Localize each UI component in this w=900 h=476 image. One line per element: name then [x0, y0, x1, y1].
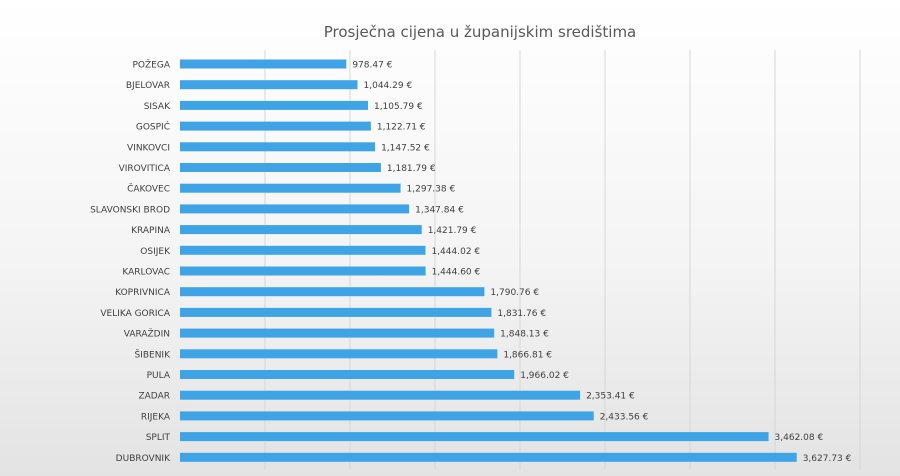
- bar: [180, 287, 485, 297]
- data-label: 1,297.38 €: [407, 185, 456, 195]
- chart-title: Prosječna cijena u županijskim središtim…: [324, 23, 637, 41]
- data-label: 1,444.60 €: [432, 268, 481, 278]
- category-label: ZADAR: [138, 392, 170, 402]
- data-label: 1,181.79 €: [387, 164, 436, 174]
- bar: [180, 80, 358, 90]
- category-label: VINKOVCI: [127, 143, 170, 153]
- bar: [180, 100, 368, 110]
- bar: [180, 328, 495, 338]
- data-label: 3,627.73 €: [803, 454, 852, 464]
- labels: POŽEGA 978.47 € BJELOVAR 1,044.29 € SISAK 1,1…: [90, 59, 852, 464]
- data-label: 1,147.52 €: [381, 143, 430, 153]
- bar: [180, 183, 401, 193]
- category-label: SLAVONSKI BROD: [90, 205, 170, 215]
- data-label: 1,866.81 €: [503, 350, 552, 360]
- bar: [180, 432, 769, 442]
- data-label: 978.47 €: [352, 61, 392, 71]
- bar: [180, 225, 422, 235]
- category-label: VARAŽDIN: [124, 328, 170, 340]
- bar: [180, 204, 410, 214]
- bar: [180, 245, 426, 255]
- category-label: KOPRIVNICA: [115, 288, 171, 298]
- category-label: KARLOVAC: [122, 268, 170, 278]
- gridlines: [264, 50, 861, 470]
- category-label: VELIKA GORICA: [100, 309, 171, 319]
- category-label: POŽEGA: [133, 59, 171, 71]
- bar: [180, 142, 376, 152]
- data-label: 1,105.79 €: [374, 102, 423, 112]
- bar: [180, 390, 581, 400]
- bar: [180, 59, 347, 69]
- bar: [180, 452, 797, 462]
- data-label: 1,044.29 €: [364, 81, 413, 91]
- data-label: 2,353.41 €: [586, 392, 635, 402]
- category-label: VIROVITICA: [119, 164, 171, 174]
- category-label: SPLIT: [146, 433, 171, 443]
- category-label: OSIJEK: [140, 247, 171, 257]
- data-label: 1,966.02 €: [520, 371, 569, 381]
- data-label: 1,122.71 €: [377, 123, 426, 133]
- bars: [180, 59, 797, 462]
- data-label: 1,831.76 €: [497, 309, 546, 319]
- category-label: ŠIBENIK: [134, 348, 171, 360]
- data-label: 1,848.13 €: [500, 330, 549, 340]
- data-label: 2,433.56 €: [600, 412, 649, 422]
- category-label: SISAK: [144, 102, 171, 112]
- bar: [180, 411, 594, 421]
- category-label: PULA: [147, 371, 171, 381]
- data-label: 1,444.02 €: [431, 247, 480, 257]
- category-label: DUBROVNIK: [116, 454, 171, 464]
- category-label: KRAPINA: [131, 226, 171, 236]
- bar: [180, 266, 426, 276]
- bar: [180, 163, 381, 172]
- category-label: RIJEKA: [141, 412, 171, 422]
- bar: [180, 121, 371, 131]
- category-label: GOSPIĆ: [136, 121, 170, 133]
- category-label: ČAKOVEC: [127, 183, 170, 195]
- data-label: 1,790.76 €: [490, 288, 539, 298]
- bar: [180, 370, 515, 379]
- data-label: 1,421.79 €: [428, 226, 477, 236]
- bar: [180, 349, 498, 359]
- data-label: 1,347.84 €: [415, 205, 464, 215]
- bar: [180, 307, 492, 317]
- data-label: 3,462.08 €: [775, 433, 824, 443]
- category-label: BJELOVAR: [126, 81, 170, 91]
